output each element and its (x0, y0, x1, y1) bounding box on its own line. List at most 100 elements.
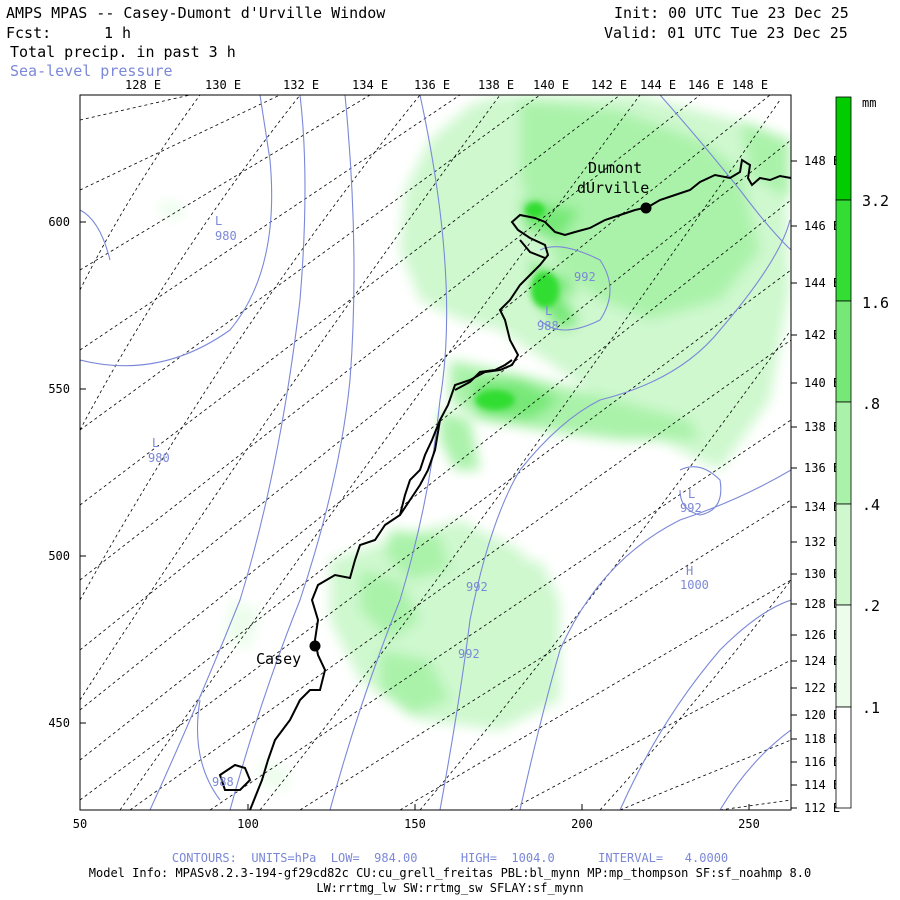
isobar-value: 992 (458, 647, 480, 661)
longitude-line (399, 579, 791, 810)
lon-label: 116 E (804, 755, 840, 769)
lon-label: 132 E (804, 535, 840, 549)
station-marker-icon (640, 202, 652, 214)
lon-label: 138 E (478, 78, 514, 92)
pressure-letter: L (215, 214, 222, 228)
legend-level: .8 (862, 395, 880, 413)
forecast-value: 1 h (104, 24, 132, 42)
top-longitude-labels: 128 E 130 E 132 E 134 E 136 E 138 E 140 E 142 E… (125, 78, 768, 92)
longitude-line (80, 95, 191, 121)
precip-shading (160, 95, 790, 790)
init-time: Init: 00 UTC Tue 23 Dec 25 (614, 4, 849, 22)
y-tick-label: 600 (48, 215, 70, 229)
lon-label: 118 E (804, 732, 840, 746)
lon-label: 126 E (804, 628, 840, 642)
lon-label: 146 E (688, 78, 724, 92)
lon-label: 136 E (804, 461, 840, 475)
legend-swatch (835, 96, 852, 201)
isobar-value: 1000 (680, 578, 709, 592)
lon-label: 124 E (804, 654, 840, 668)
lon-label: 114 E (804, 778, 840, 792)
lon-label: 130 E (205, 78, 241, 92)
longitude-line (80, 95, 621, 506)
longitude-line (619, 739, 791, 810)
station-name: Dumont (588, 159, 642, 177)
x-tick-label: 150 (404, 817, 426, 831)
lon-label: 140 E (804, 376, 840, 390)
lon-label: 140 E (533, 78, 569, 92)
station-marker-icon (309, 640, 321, 652)
longitude-line (80, 95, 371, 271)
isobar-value: 992 (466, 580, 488, 594)
legend-level: 1.6 (862, 294, 889, 312)
overlay-label: Sea-level pressure (10, 62, 173, 80)
model-info: Model Info: MPASv8.2.3-194-gf29cd82c CU:… (88, 866, 812, 880)
forecast-label: Fcst: (6, 24, 52, 42)
longitude-line (80, 269, 791, 801)
precip-legend: mm 3.2 1.6 .8 .4 .2 .1 (835, 96, 889, 809)
lon-label: 144 E (804, 276, 840, 290)
longitude-line (299, 499, 791, 810)
x-tick-label: 200 (571, 817, 593, 831)
lon-label: 148 E (804, 154, 840, 168)
x-axis-ticks: 50 100 150 200 250 (73, 804, 760, 831)
lon-label: 142 E (591, 78, 627, 92)
x-tick-label: 250 (738, 817, 760, 831)
physics-info: LW:rrtmg_lw SW:rrtmg_sw SFLAY:sf_mynn (316, 881, 584, 895)
isobar-value: 992 (574, 270, 596, 284)
valid-time: Valid: 01 UTC Tue 23 Dec 25 (604, 24, 848, 42)
lon-label: 132 E (283, 78, 319, 92)
x-tick-label: 50 (73, 817, 87, 831)
isobar-value: 988 (212, 775, 234, 789)
station-name: dUrville (577, 179, 649, 197)
map-title: AMPS MPAS -- Casey-Dumont d'Urville Wind… (6, 4, 386, 22)
lon-label: 136 E (414, 78, 450, 92)
pressure-letter: L (688, 487, 695, 501)
lon-label: 142 E (804, 328, 840, 342)
lon-label: 128 E (125, 78, 161, 92)
isobar-value: 988 (537, 319, 559, 333)
contour-info: CONTOURS: UNITS=hPa LOW= 984.00 HIGH= 10… (171, 851, 729, 865)
legend-level: 3.2 (862, 192, 889, 210)
lon-label: 148 E (732, 78, 768, 92)
legend-level: .4 (862, 496, 880, 514)
coastline (218, 158, 791, 810)
legend-swatch (835, 706, 852, 809)
lon-label: 120 E (804, 708, 840, 722)
legend-swatch (835, 604, 852, 708)
lon-label: 134 E (804, 500, 840, 514)
pressure-letter: L (152, 436, 159, 450)
y-tick-label: 550 (48, 382, 70, 396)
legend-swatch (835, 503, 852, 606)
legend-swatch (835, 199, 852, 302)
longitude-line (80, 199, 791, 761)
longitude-line (209, 419, 791, 810)
lon-label: 144 E (640, 78, 676, 92)
longitude-line (80, 95, 701, 581)
lon-label: 122 E (804, 681, 840, 695)
legend-swatch (835, 300, 852, 403)
pressure-letter: L (545, 304, 552, 318)
isobar-value: 980 (148, 451, 170, 465)
lon-label: 134 E (352, 78, 388, 92)
station-dumont-durville: Dumont dUrville (577, 159, 652, 214)
legend-unit: mm (862, 96, 876, 110)
longitude-line (80, 139, 791, 711)
y-axis-ticks: 600 550 500 450 (48, 215, 86, 730)
station-name: Casey (256, 650, 301, 668)
pressure-letter: H (686, 564, 693, 578)
lon-label: 112 E (804, 801, 840, 815)
y-tick-label: 450 (48, 716, 70, 730)
legend-level: .1 (862, 699, 880, 717)
field-label: Total precip. in past 3 h (10, 43, 236, 61)
isobars (80, 95, 791, 810)
map-frame (79, 94, 792, 811)
y-tick-label: 500 (48, 549, 70, 563)
longitude-line (80, 95, 281, 191)
lon-label: 128 E (804, 597, 840, 611)
station-casey: Casey (256, 640, 321, 668)
legend-swatch (835, 401, 852, 505)
lon-label: 130 E (804, 567, 840, 581)
